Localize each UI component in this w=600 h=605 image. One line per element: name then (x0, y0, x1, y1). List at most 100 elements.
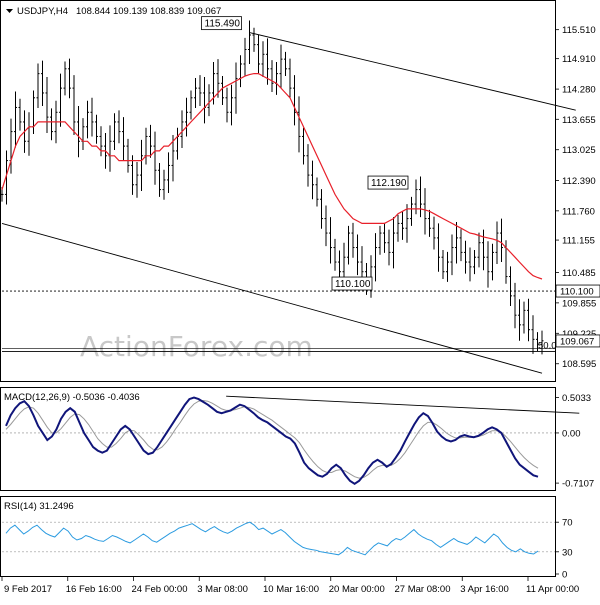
annotation-label: 115.490 (205, 19, 241, 30)
price-bar (261, 41, 265, 78)
price-bar (437, 223, 440, 272)
price-bar (68, 58, 71, 99)
price-bar (495, 221, 499, 264)
macd-trendline (226, 395, 580, 414)
price-bar (140, 139, 143, 192)
price-bar (279, 44, 283, 89)
price-bar (459, 229, 463, 262)
ohlc-header: 108.844 109.139 108.839 109.067 (76, 6, 221, 17)
price-bar (531, 315, 535, 354)
price-bar (455, 221, 458, 264)
x-tick-label: 3 Mar 08:00 (197, 584, 248, 595)
price-bar (194, 77, 197, 108)
price-bar (270, 60, 274, 92)
rsi-tick-label: 0 (562, 570, 567, 581)
price-bar (509, 266, 512, 307)
rsi-panel-frame (0, 496, 556, 577)
price-bar (333, 238, 337, 271)
dropdown-triangle-icon (6, 9, 13, 13)
price-bar (18, 98, 22, 131)
price-bar (311, 160, 314, 200)
axis-box (555, 334, 600, 348)
price-bar (185, 97, 188, 137)
price-bar (441, 249, 445, 279)
annotation-box (367, 175, 409, 190)
price-bar (302, 127, 305, 165)
price-annotation: 112.190 (367, 175, 409, 190)
x-tick-label: 9 Feb 2017 (4, 584, 52, 595)
macd-panel-frame (0, 387, 556, 491)
rsi-line (5, 521, 539, 556)
price-bar (405, 204, 409, 243)
price-bar (383, 222, 386, 253)
price-bar (122, 117, 125, 161)
price-header: USDJPY,H4 108.844 109.139 108.839 109.06… (6, 6, 221, 17)
price-bar (329, 217, 332, 264)
price-bar (324, 205, 328, 247)
macd-signal-line (5, 399, 539, 479)
price-tick-label: 109.855 (562, 298, 596, 309)
price-bar (207, 84, 211, 117)
rsi-header: RSI(14) 31.2496 (4, 501, 74, 512)
price-bar (153, 131, 157, 185)
price-bar (14, 91, 17, 148)
annotation-box (331, 276, 373, 291)
price-bar (216, 59, 220, 98)
price-bar (477, 232, 481, 268)
price-bar (374, 233, 377, 282)
macd-tick-label: 0.00 (562, 428, 581, 439)
price-bar (86, 100, 89, 139)
price-bar (468, 247, 472, 282)
price-bar (198, 75, 202, 107)
price-bar (45, 77, 49, 134)
price-bar (149, 124, 152, 158)
price-bar (266, 38, 269, 85)
price-bar (315, 177, 319, 207)
price-bar (419, 176, 422, 218)
price-bar (356, 234, 359, 276)
macd-main-line (5, 396, 539, 485)
x-tick-label: 20 Mar 00:00 (329, 584, 385, 595)
price-bar (446, 251, 449, 282)
price-bar (59, 73, 62, 127)
axis-box (555, 284, 600, 298)
macd-tick-label: 0.5033 (562, 393, 591, 404)
price-bar (95, 114, 98, 144)
price-annotation: 115.490 (201, 16, 242, 31)
price-bar (72, 75, 76, 135)
price-panel-frame (0, 0, 556, 382)
channel-lower-line (1, 222, 543, 374)
axes: 115.510 114.910 114.280 113.655 113.025 112.3… (1, 25, 600, 595)
price-bar (50, 108, 53, 141)
price-bar (167, 152, 170, 193)
price-bar (230, 84, 233, 126)
macd-plot (2, 395, 580, 485)
price-tick-label: 114.280 (562, 85, 596, 96)
price-tick-label: 109.225 (562, 329, 596, 340)
price-bar (135, 162, 139, 198)
moving-average-line (1, 72, 543, 280)
price-bar (491, 243, 494, 281)
price-bar (257, 34, 260, 75)
price-bar (77, 106, 80, 158)
price-bar (473, 249, 476, 275)
x-tick-label: 16 Feb 16:00 (66, 584, 122, 595)
rsi-tick-label: 30 (562, 547, 573, 558)
price-bar (347, 225, 350, 265)
price-bar (117, 110, 121, 144)
price-bar (387, 229, 391, 266)
macd-header: MACD(12,26,9) -0.5036 -0.4036 (4, 392, 140, 403)
price-tick-label: 113.655 (562, 115, 596, 126)
price-bar (392, 217, 395, 269)
support-axis-box: 110.100 (555, 284, 600, 298)
price-bar (162, 169, 166, 200)
price-bar (63, 61, 67, 96)
price-bar (351, 222, 355, 258)
price-bar (540, 330, 544, 355)
rsi-plot (2, 521, 555, 556)
price-bar (180, 110, 184, 149)
price-bar (171, 134, 175, 182)
price-tick-label: 114.910 (562, 54, 596, 65)
price-bar (90, 97, 94, 137)
